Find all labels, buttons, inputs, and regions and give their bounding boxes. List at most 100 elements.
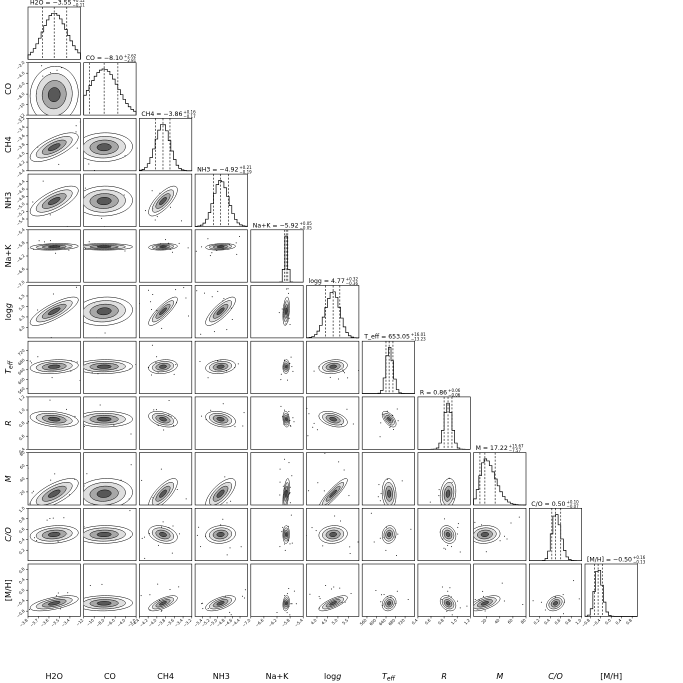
panel-7-6 bbox=[362, 397, 414, 449]
sample-point bbox=[67, 226, 68, 227]
sample-point bbox=[23, 288, 24, 289]
sample-point bbox=[137, 183, 138, 184]
sample-point bbox=[360, 383, 361, 384]
sample-point bbox=[223, 298, 224, 299]
sample-point bbox=[192, 603, 193, 604]
sample-point bbox=[199, 361, 200, 362]
sample-point bbox=[227, 554, 228, 555]
sample-point bbox=[169, 400, 170, 401]
contour-level bbox=[285, 532, 287, 536]
sample-point bbox=[457, 534, 458, 535]
sample-point bbox=[152, 294, 153, 295]
sample-point bbox=[37, 310, 38, 311]
sample-point bbox=[445, 549, 446, 550]
x-tick-label: −3.8 bbox=[18, 617, 29, 628]
sample-point bbox=[563, 594, 564, 595]
sample-point bbox=[284, 410, 285, 411]
sample-point bbox=[172, 252, 173, 253]
panel-9-4 bbox=[251, 506, 303, 561]
sample-point bbox=[317, 482, 318, 483]
panel-0-0: H2O = −3.55 +0.12−0.11 bbox=[28, 0, 85, 59]
y-tick-label: 0.8 bbox=[18, 566, 26, 574]
sample-point bbox=[396, 617, 397, 618]
sample-point bbox=[458, 523, 459, 524]
sample-point bbox=[5, 163, 6, 164]
contour-level bbox=[97, 144, 111, 151]
x-tick-label: 4.5 bbox=[320, 617, 328, 625]
x-tick-label: 0.2 bbox=[532, 617, 540, 625]
sample-point bbox=[296, 603, 297, 604]
sample-point bbox=[18, 337, 19, 338]
sample-point bbox=[292, 371, 293, 372]
x-tick-label: 600 bbox=[368, 617, 377, 626]
y-tick-label: 60 bbox=[19, 463, 26, 470]
sample-point bbox=[31, 362, 32, 363]
sample-point bbox=[292, 543, 293, 544]
sample-point bbox=[17, 240, 18, 241]
y-tick-label: −3.8 bbox=[15, 141, 26, 152]
sample-point bbox=[351, 593, 352, 594]
sample-point bbox=[384, 594, 385, 595]
panel-10-10: [M/H] = −0.50 +0.16−0.13−0.8 −0.4 0.0 0.4 0.8… bbox=[581, 555, 646, 681]
title-Na+K: Na+K = −5.92 bbox=[253, 222, 299, 229]
contour-level bbox=[159, 246, 166, 248]
sample-point bbox=[158, 545, 159, 546]
sample-point bbox=[284, 544, 285, 545]
sample-point bbox=[202, 603, 203, 604]
sample-point bbox=[378, 496, 379, 497]
sample-point bbox=[210, 410, 211, 411]
y-tick-label: −2.0 bbox=[15, 60, 26, 71]
panel-10-7: 0.4 0.6 0.8 1.0 1.2R bbox=[411, 564, 472, 681]
sample-point bbox=[220, 524, 221, 525]
contour-level bbox=[387, 532, 390, 536]
y-tick-label: 40 bbox=[19, 476, 26, 483]
sample-point bbox=[152, 345, 153, 346]
y-tick-label: 4.5 bbox=[18, 314, 26, 322]
y-tick-label: 0.8 bbox=[18, 420, 26, 428]
sample-point bbox=[338, 378, 339, 379]
panel-7-3 bbox=[189, 397, 250, 449]
sample-point bbox=[222, 519, 223, 520]
sample-point bbox=[408, 617, 409, 618]
sample-point bbox=[77, 148, 78, 149]
sample-point bbox=[82, 299, 83, 300]
sample-point bbox=[545, 609, 546, 610]
sample-point bbox=[26, 346, 27, 347]
panel-frame bbox=[251, 286, 303, 338]
sample-point bbox=[290, 426, 291, 427]
panel-9-3 bbox=[195, 508, 250, 560]
sample-point bbox=[151, 375, 152, 376]
panel-9-9: C/O = 0.50 +0.10−0.07 bbox=[529, 499, 581, 560]
sample-point bbox=[448, 595, 449, 596]
sample-point bbox=[522, 604, 523, 605]
sample-point bbox=[239, 236, 240, 237]
sample-point bbox=[439, 489, 440, 490]
sample-point bbox=[142, 538, 143, 539]
x-tick-label: −10 bbox=[85, 617, 95, 627]
sample-point bbox=[161, 328, 162, 329]
sample-point bbox=[541, 602, 542, 603]
sample-point bbox=[287, 380, 288, 381]
sample-point bbox=[292, 417, 293, 418]
y-axis-label-NH3: NH3 bbox=[4, 192, 13, 209]
sample-point bbox=[466, 606, 467, 607]
sample-point bbox=[98, 172, 99, 173]
sample-point bbox=[137, 603, 138, 604]
x-tick-label: −3.6 bbox=[165, 617, 176, 628]
sample-point bbox=[360, 416, 361, 417]
sample-point bbox=[474, 522, 475, 523]
y-tick-label: 0.6 bbox=[18, 433, 26, 441]
sample-point bbox=[101, 584, 102, 585]
y-tick-label: −5.8 bbox=[15, 240, 26, 251]
contour-level bbox=[446, 532, 450, 536]
sample-point bbox=[53, 293, 54, 294]
contour-level bbox=[48, 246, 60, 248]
title-minus: −0.06 bbox=[448, 392, 461, 397]
title-CO: CO = −8.10 bbox=[86, 55, 123, 62]
sample-point bbox=[502, 583, 503, 584]
sample-point bbox=[173, 525, 174, 526]
panel-8-0: 20406080M bbox=[4, 449, 96, 508]
sample-point bbox=[196, 251, 197, 252]
title-minus: −7.57 bbox=[509, 448, 522, 453]
x-tick-label: −8.0 bbox=[95, 617, 106, 628]
